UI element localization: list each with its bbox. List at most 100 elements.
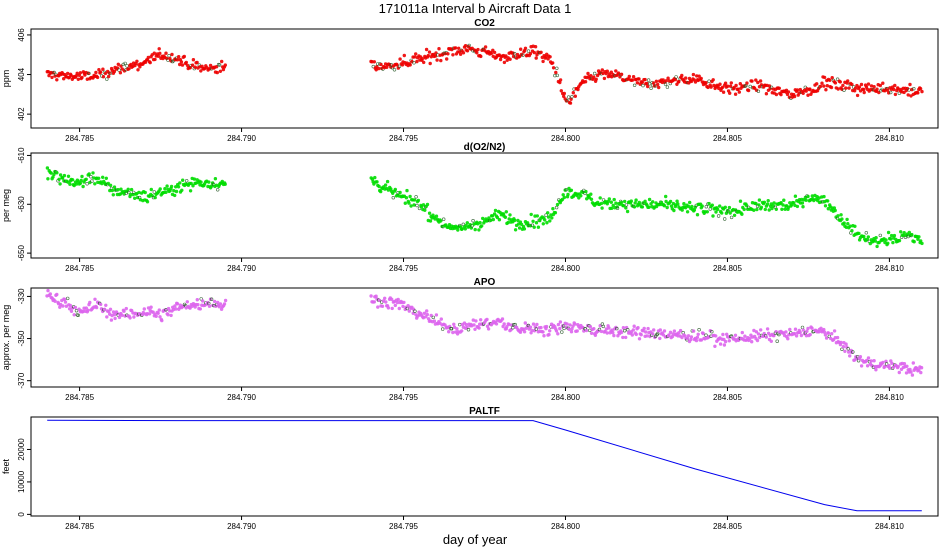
- x-axis-label: day of year: [443, 532, 508, 547]
- y-tick-label: -610: [17, 147, 26, 164]
- data-point: [534, 56, 538, 60]
- data-point: [755, 207, 759, 212]
- data-point: [463, 227, 467, 231]
- data-point: [108, 183, 113, 188]
- data-point: [592, 71, 597, 76]
- data-point: [218, 302, 223, 306]
- data-point: [783, 207, 787, 211]
- data-point: [810, 326, 814, 330]
- data-point: [195, 298, 200, 302]
- data-point: [97, 67, 101, 72]
- data-point: [887, 366, 892, 370]
- data-point: [884, 359, 888, 363]
- data-point: [456, 228, 460, 232]
- data-point: [412, 61, 416, 65]
- data-point: [819, 326, 823, 330]
- data-point: [491, 54, 495, 58]
- data-point: [532, 225, 536, 229]
- data-point: [185, 63, 190, 68]
- data-point: [711, 78, 715, 82]
- data-point: [471, 219, 475, 223]
- data-point: [493, 208, 498, 213]
- data-point: [822, 75, 827, 80]
- data-point: [904, 371, 909, 375]
- data-point: [801, 328, 805, 332]
- data-point: [173, 193, 177, 198]
- data-point: [697, 328, 701, 332]
- data-point: [630, 78, 635, 82]
- data-point: [874, 236, 878, 240]
- data-point: [846, 347, 850, 351]
- data-point: [182, 54, 187, 59]
- data-point: [88, 300, 92, 305]
- data-point: [451, 53, 455, 57]
- data-point: [833, 81, 838, 85]
- data-point: [116, 188, 120, 192]
- data-point: [84, 306, 89, 310]
- data-point: [415, 59, 419, 64]
- data-point: [642, 326, 646, 331]
- data-point: [647, 197, 652, 202]
- data-point: [704, 333, 708, 337]
- data-point: [531, 322, 536, 326]
- data-point: [170, 52, 174, 57]
- data-point: [102, 307, 107, 311]
- y-tick-label: 10000: [17, 470, 26, 493]
- data-point: [645, 81, 649, 86]
- data-point: [609, 70, 613, 74]
- data-point: [624, 206, 628, 210]
- data-point: [69, 73, 74, 78]
- x-tick-label: 284.790: [227, 134, 256, 143]
- data-point: [207, 304, 212, 308]
- data-point: [874, 368, 878, 372]
- data-point: [545, 211, 550, 215]
- data-point: [132, 190, 136, 195]
- data-point: [886, 241, 890, 246]
- data-point: [50, 75, 54, 80]
- data-point: [767, 208, 771, 212]
- data-point: [917, 235, 921, 239]
- data-point: [859, 82, 864, 87]
- x-tick-label: 284.810: [875, 393, 904, 402]
- data-point: [801, 205, 805, 209]
- data-point: [123, 61, 127, 66]
- data-point: [631, 328, 635, 332]
- data-point: [656, 85, 661, 90]
- data-point: [593, 333, 598, 337]
- data-point: [663, 194, 668, 199]
- data-point: [619, 72, 624, 77]
- x-tick-label: 284.810: [875, 134, 904, 143]
- data-point: [674, 75, 678, 79]
- data-point: [532, 50, 536, 55]
- data-point: [112, 69, 117, 74]
- data-point: [188, 306, 192, 310]
- data-point: [438, 321, 442, 325]
- data-point: [384, 300, 388, 304]
- data-point: [223, 63, 228, 67]
- data-point: [542, 218, 547, 222]
- data-point: [476, 47, 480, 52]
- data-point: [786, 337, 790, 341]
- data-point: [619, 200, 624, 205]
- data-point: [472, 323, 476, 327]
- data-point: [178, 181, 182, 185]
- data-point: [909, 94, 913, 98]
- data-point: [616, 71, 621, 75]
- data-point: [395, 63, 399, 67]
- data-point: [446, 52, 450, 56]
- data-point: [825, 83, 829, 88]
- data-point: [683, 76, 688, 80]
- data-point: [112, 312, 117, 317]
- panel-co2: CO2 ppm 284.785 284.790 284.795 284.800 284.80…: [1, 18, 939, 143]
- data-point: [632, 83, 637, 88]
- data-point: [528, 224, 533, 228]
- data-point: [784, 330, 788, 334]
- panel-d-o2-n2-: d(O2/N2) per meg 284.785 284.790 284.795 284.…: [1, 142, 939, 273]
- data-point: [906, 93, 910, 97]
- data-point: [605, 69, 609, 73]
- data-point: [555, 73, 559, 78]
- data-point: [153, 195, 157, 200]
- data-point: [75, 71, 79, 76]
- data-point: [407, 201, 411, 205]
- data-point: [687, 200, 692, 205]
